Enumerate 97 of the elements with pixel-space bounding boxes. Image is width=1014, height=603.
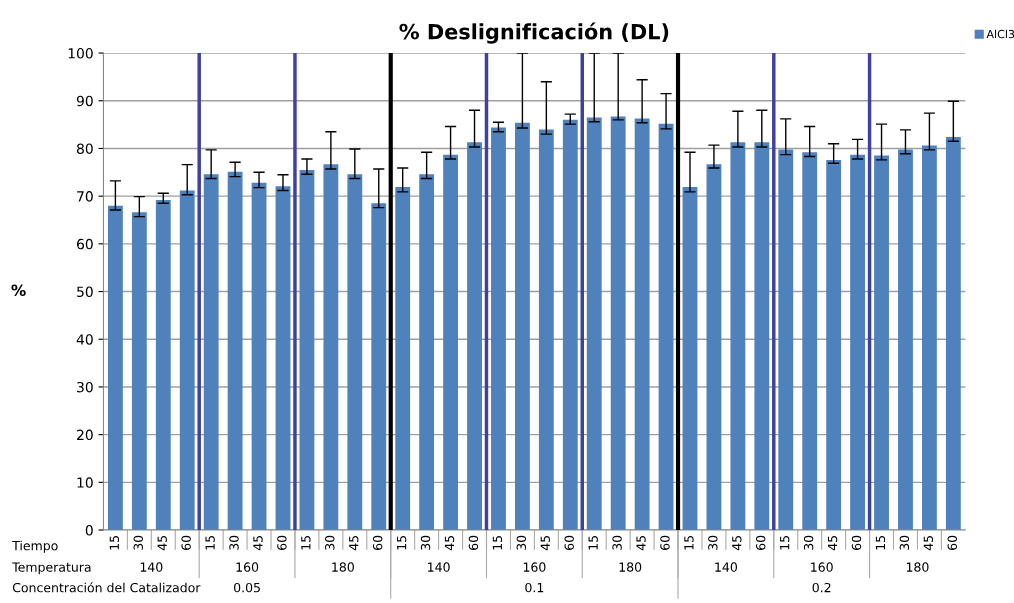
x-tick-label: 15: [109, 535, 120, 550]
x-tick-label: 30: [708, 535, 718, 550]
bar: [826, 159, 842, 531]
y-tick-label: 0: [85, 525, 93, 536]
text: 0.2: [812, 582, 831, 593]
text: 160: [523, 562, 546, 572]
bar: [634, 118, 650, 531]
x-tick-label: 45: [444, 535, 455, 551]
x-tick-label: 60: [372, 535, 383, 550]
x-tick-label: 30: [133, 535, 143, 550]
y-tick-label: 20: [77, 429, 93, 441]
x-tick-label: 30: [229, 535, 239, 550]
y-tick-label: 90: [76, 95, 93, 107]
bar: [323, 164, 339, 531]
x-tick-label: 60: [468, 535, 479, 550]
y-tick-label: 100: [68, 48, 93, 59]
bar: [347, 174, 363, 531]
x-tick-label: 45: [540, 535, 550, 551]
bar: [778, 149, 794, 531]
bar: [562, 119, 578, 531]
x-tick-label: 60: [564, 535, 574, 550]
text: 140: [140, 562, 163, 572]
bar: [610, 116, 626, 531]
y-tick-label: 30: [77, 381, 93, 393]
bar: [706, 164, 722, 531]
text: 0.05: [233, 582, 260, 593]
x-tick-label: 45: [732, 535, 742, 551]
x-tick-label: 60: [660, 535, 670, 550]
x-tick-label: 30: [420, 535, 431, 550]
bar: [299, 169, 315, 531]
x-tick-label: 45: [923, 535, 934, 551]
text: Tiempo: [12, 540, 58, 553]
x-tick-label: 60: [756, 535, 766, 550]
chart-title: % Deslignificación (DL): [399, 22, 669, 44]
y-tick-label: 70: [77, 191, 93, 202]
bar: [730, 142, 746, 531]
bar: [155, 199, 171, 531]
x-tick-label: 15: [205, 535, 215, 550]
bar: [443, 154, 458, 531]
x-tick-label: 45: [349, 535, 359, 551]
bar: [586, 117, 602, 531]
x-tick-label: 60: [947, 535, 957, 550]
x-tick-label: 15: [780, 535, 790, 550]
bar: [251, 182, 267, 531]
x-tick-label: 45: [253, 535, 263, 551]
x-tick-label: 15: [875, 535, 886, 550]
text: 160: [811, 562, 833, 572]
x-tick-label: 45: [636, 535, 646, 551]
text: 160: [236, 562, 259, 572]
bar: [227, 171, 243, 531]
text: 0.1: [525, 582, 544, 593]
bar: [802, 152, 818, 531]
x-tick-label: 60: [277, 535, 287, 550]
x-tick-label: 15: [492, 535, 503, 550]
y-tick-label: 60: [77, 238, 93, 250]
x-tick-label: 15: [397, 535, 407, 550]
bar: [921, 145, 937, 531]
bar: [467, 142, 482, 531]
x-tick-label: 15: [301, 535, 311, 550]
y-axis-title: %: [11, 284, 26, 296]
bar: [538, 129, 554, 531]
text: 140: [715, 562, 738, 572]
bar: [945, 137, 961, 531]
x-tick-label: 30: [899, 535, 910, 550]
bar: [874, 155, 889, 531]
x-tick-label: 30: [325, 535, 335, 550]
y-tick-label: 80: [76, 143, 93, 154]
y-tick-label: 10: [77, 477, 93, 488]
text: Concentración del Catalizador: [12, 582, 201, 593]
bar: [754, 142, 770, 531]
text: 180: [619, 562, 642, 572]
bar: [203, 174, 219, 531]
bar: [107, 205, 123, 531]
x-tick-label: 60: [851, 535, 862, 550]
text: 140: [428, 562, 450, 572]
bar: [419, 174, 435, 531]
x-tick-label: 15: [684, 535, 694, 550]
text: 180: [906, 562, 929, 572]
x-tick-label: 45: [157, 535, 167, 551]
y-tick-label: 50: [77, 286, 93, 298]
x-tick-label: 15: [588, 535, 598, 550]
x-tick-label: 30: [612, 535, 622, 550]
x-tick-label: 30: [803, 535, 814, 550]
bar: [491, 127, 506, 531]
bar: [898, 149, 913, 531]
bar: [514, 122, 530, 531]
y-tick-label: 40: [76, 334, 93, 345]
text: Temperatura: [12, 562, 91, 575]
text: 180: [332, 562, 354, 572]
x-tick-label: 30: [516, 535, 527, 550]
legend-label: AlCl3: [986, 29, 1014, 39]
bar: [131, 212, 147, 531]
x-tick-label: 60: [181, 535, 191, 550]
bar: [179, 190, 195, 531]
bar: [850, 154, 866, 531]
bar: [275, 186, 291, 531]
x-tick-label: 45: [827, 535, 838, 551]
